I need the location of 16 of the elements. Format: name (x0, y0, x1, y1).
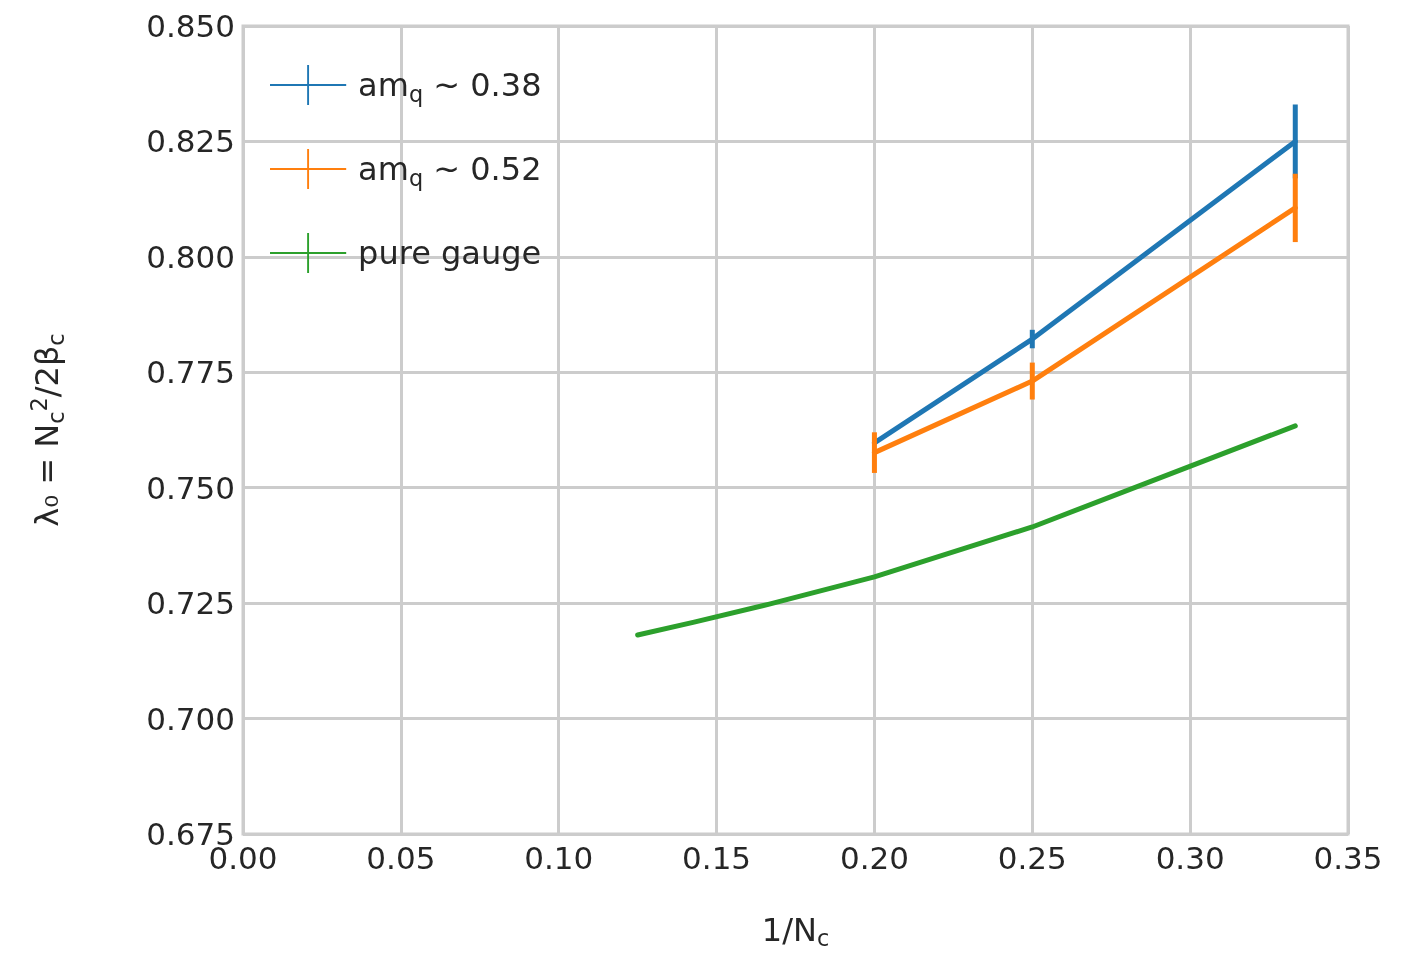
x-tick-label: 0.10 (524, 839, 594, 876)
x-tick-label: 0.05 (366, 839, 436, 876)
x-tick-label: 0.15 (682, 839, 752, 876)
y-axis-title: λ₀ = Nc2/2βc (25, 333, 70, 527)
x-tick-label: 0.20 (839, 839, 909, 876)
y-tick-label: 0.750 (146, 469, 235, 506)
y-tick-label: 0.850 (146, 8, 235, 44)
legend-label: pure gauge (358, 234, 542, 272)
x-tick-label: 0.25 (997, 839, 1067, 876)
y-tick-label: 0.825 (146, 123, 235, 160)
y-tick-label: 0.800 (146, 238, 235, 275)
y-tick-label: 0.775 (146, 354, 235, 391)
x-tick-label: 0.35 (1313, 839, 1383, 876)
x-tick-label: 0.30 (1155, 839, 1225, 876)
y-tick-label: 0.725 (146, 585, 235, 622)
y-tick-label: 0.700 (146, 700, 235, 737)
